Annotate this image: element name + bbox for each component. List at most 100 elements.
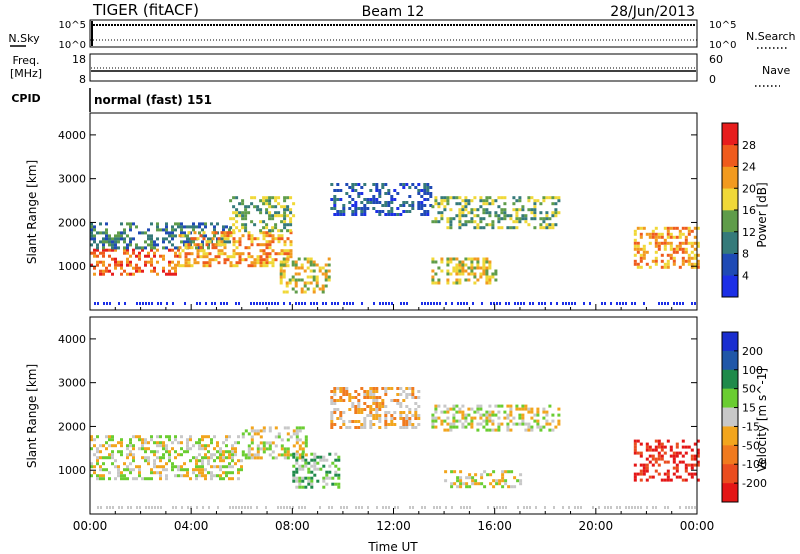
power-echo-cell [426,189,430,192]
power-echo-cell [177,222,180,226]
power-echo-cell [262,252,266,256]
power-echo-cell [482,257,486,261]
velocity-echo-cell [132,459,135,463]
velocity-echo-cell [388,506,390,509]
velocity-echo-cell [681,460,685,464]
power-echo-cell [512,208,516,212]
power-echo-cell [369,189,373,192]
velocity-echo-cell [121,506,123,509]
velocity-echo-cell [399,405,403,408]
velocity-echo-cell [492,479,496,483]
power-echo-cell [93,251,96,255]
power-echo-cell [431,281,435,285]
power-echo-cell [120,272,123,276]
velocity-echo-cell [452,419,456,423]
velocity-echo-cell [458,407,462,411]
power-echo-cell [696,226,700,230]
velocity-echo-cell [120,477,123,481]
power-echo-cell [691,302,693,305]
power-echo-cell [177,225,180,229]
power-echo-cell [297,278,301,282]
power-echo-cell [530,196,534,200]
velocity-echo-cell [334,473,338,477]
power-echo-cell [663,226,667,230]
power-echo-cell [440,214,444,218]
power-echo-cell [147,234,150,238]
velocity-echo-cell [372,387,376,390]
power-echo-cell [105,231,108,235]
power-echo-cell [562,302,564,305]
power-echo-cell [147,228,150,232]
power-echo-cell [171,234,174,238]
power-echo-cell [551,196,555,200]
power-echo-cell [111,257,114,261]
power-echo-cell [288,278,292,282]
velocity-echo-cell [639,478,643,482]
power-echo-cell [494,211,498,215]
velocity-echo-cell [201,435,204,439]
velocity-echo-cell [298,426,302,430]
power-echo-cell [343,302,345,305]
power-echo-cell [330,183,334,186]
velocity-echo-cell [147,459,150,463]
velocity-echo-cell [168,450,171,454]
velocity-echo-cell [256,453,260,457]
velocity-echo-cell [663,478,667,482]
velocity-echo-cell [417,405,421,408]
velocity-echo-cell [195,465,198,469]
power-echo-cell [280,220,284,224]
power-echo-cell [657,244,661,248]
power-echo-cell [378,189,382,192]
velocity-echo-cell [304,506,306,509]
power-echo-cell [187,231,191,235]
velocity-echo-cell [509,407,513,411]
velocity-echo-cell [234,447,237,451]
power-echo-cell [411,201,415,204]
cpid-label: CPID [11,92,40,105]
velocity-echo-cell [316,467,320,471]
power-echo-cell [303,290,307,294]
power-echo-cell [654,250,658,254]
power-echo-cell [654,226,658,230]
power-echo-cell [132,222,135,226]
power-echo-cell [268,246,272,250]
power-echo-cell [633,238,637,242]
velocity-echo-cell [465,476,469,480]
power-echo-cell [375,183,379,186]
velocity-plot-frame [89,316,698,515]
velocity-echo-cell [213,453,216,457]
power-echo-cell [452,269,456,273]
power-echo-cell [446,269,450,273]
power-echo-cell [114,246,117,250]
power-echo-cell [443,196,447,200]
velocity-echo-cell [372,399,376,402]
velocity-echo-cell [496,506,498,509]
power-echo-cell [616,302,618,305]
velocity-echo-cell [268,429,272,433]
power-echo-cell [687,253,691,257]
velocity-echo-cell [298,444,302,448]
power-echo-cell [687,256,691,260]
power-echo-cell [387,210,391,213]
velocity-echo-cell [153,462,156,466]
velocity-echo-cell [542,410,546,414]
power-echo-cell [268,261,272,265]
nsky-tick-top-left: 10^5 [59,20,86,31]
power-echo-cell [693,247,697,251]
power-echo-cell [342,204,346,207]
power-echo-cell [533,205,537,209]
velocity-echo-cell [396,387,400,390]
power-echo-cell [443,205,447,209]
velocity-echo-cell [195,474,198,478]
power-echo-cell [153,246,156,250]
velocity-echo-cell [492,470,496,474]
power-echo-cell [196,255,200,259]
power-echo-cell [455,196,459,200]
velocity-echo-cell [93,438,96,442]
power-echo-cell [399,204,403,207]
velocity-echo-cell [108,477,111,481]
velocity-echo-cell [339,390,343,393]
velocity-echo-cell [696,451,700,455]
power-echo-cell [138,246,141,250]
power-echo-cell [150,243,153,247]
